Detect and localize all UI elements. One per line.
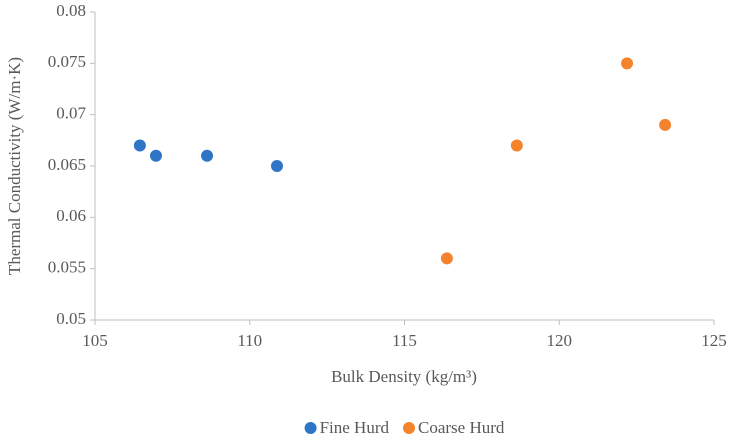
point — [510, 139, 523, 152]
x-tick-label: 120 — [547, 331, 573, 350]
point — [149, 149, 162, 162]
x-tick-label: 125 — [701, 331, 727, 350]
y-tick-label: 0.05 — [56, 309, 86, 328]
point — [133, 139, 146, 152]
y-axis-title: Thermal Conductivity (W/m·K) — [5, 57, 24, 275]
x-tick-label: 110 — [237, 331, 262, 350]
legend-marker — [304, 422, 317, 434]
x-tick-label: 105 — [82, 331, 108, 350]
legend-label: Coarse Hurd — [418, 418, 505, 437]
point — [201, 149, 214, 162]
y-tick-label: 0.075 — [48, 52, 86, 71]
x-axis-title: Bulk Density (kg/m³) — [331, 367, 477, 386]
legend-marker — [403, 422, 416, 434]
point — [621, 57, 634, 70]
y-tick-label: 0.065 — [48, 155, 86, 174]
y-tick-label: 0.06 — [56, 206, 86, 225]
point — [270, 160, 283, 172]
point — [440, 252, 453, 265]
y-tick-label: 0.07 — [56, 104, 86, 123]
legend-label: Fine Hurd — [320, 418, 390, 437]
legend: Fine Hurd Coarse Hurd — [304, 418, 505, 437]
point — [659, 118, 672, 131]
x-tick-label: 115 — [392, 331, 417, 350]
y-tick-label: 0.08 — [56, 1, 86, 20]
y-tick-label: 0.055 — [48, 258, 86, 277]
